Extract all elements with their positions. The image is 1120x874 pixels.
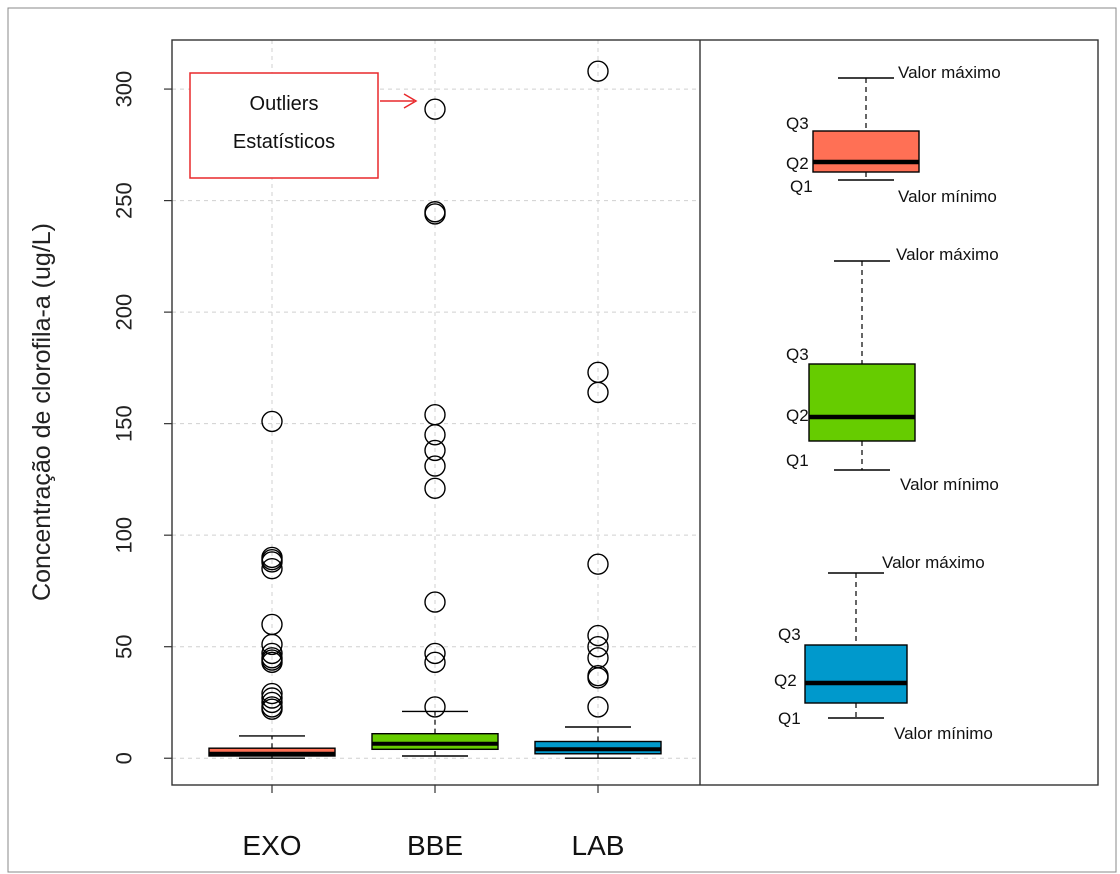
legend-q1-label: Q1 [786, 451, 809, 470]
annotation-box [189, 72, 379, 179]
y-axis-label: Concentração de clorofila-a (ug/L) [28, 223, 56, 601]
y-tick-label: 100 [112, 517, 137, 554]
outlier-point [261, 633, 283, 656]
legend-box-2: Valor máximo Valor mínimo Q3 Q2 Q1 [786, 245, 999, 494]
annotation-arrow-head [403, 93, 418, 109]
legend-q2-label: Q2 [774, 671, 797, 690]
outlier-point [587, 60, 609, 82]
legend-min-label: Valor mínimo [894, 724, 993, 743]
axes: 0 50 100 150 200 250 300 EXO BBE LAB [112, 39, 1099, 861]
y-tick-label: 250 [112, 182, 137, 219]
legend-max-label: Valor máximo [898, 63, 1001, 82]
annotation-line-1: Outliers [250, 93, 319, 115]
x-category-lab: LAB [572, 830, 625, 861]
outlier-point [587, 636, 609, 658]
outlier-point [424, 455, 446, 477]
outlier-point [424, 591, 446, 613]
legend-box-1: Valor máximo Valor mínimo Q3 Q2 Q1 [786, 63, 1001, 206]
legend-max-label: Valor máximo [882, 553, 985, 572]
outlier-point [587, 667, 609, 689]
outlier-point [587, 696, 609, 718]
outlier-point [587, 553, 609, 575]
legend-box-3: Valor máximo Valor mínimo Q3 Q2 Q1 [774, 553, 993, 743]
outlier-point [261, 410, 283, 433]
box-exo [208, 410, 336, 759]
boxes [208, 60, 662, 759]
legend-iqr-box [808, 363, 916, 442]
plot-frame [171, 39, 1099, 786]
outlier-point [261, 691, 283, 714]
legend-min-label: Valor mínimo [900, 475, 999, 494]
legend-q3-label: Q3 [778, 625, 801, 644]
outlier-point [424, 439, 446, 462]
legend-q2-label: Q2 [786, 406, 809, 425]
outlier-point [587, 624, 609, 647]
outlier-point [261, 682, 283, 705]
legend-iqr-box [812, 130, 920, 173]
outlier-point [261, 687, 283, 709]
legend-q1-label: Q1 [778, 709, 801, 728]
legend-iqr-box [804, 644, 908, 704]
y-tick-label: 200 [112, 294, 137, 331]
y-tick-label: 150 [112, 405, 137, 442]
outlier-point [424, 477, 446, 500]
outlier-point [424, 651, 446, 674]
legend-min-label: Valor mínimo [898, 187, 997, 206]
iqr-box [371, 732, 499, 751]
outlier-point [261, 642, 283, 665]
outlier-point [261, 557, 283, 580]
legend-q3-label: Q3 [786, 345, 809, 364]
legend-q3-label: Q3 [786, 114, 809, 133]
y-tick-label: 0 [112, 752, 137, 764]
x-category-exo: EXO [242, 830, 301, 861]
outlier-point [261, 698, 283, 720]
outlier-point [424, 424, 446, 446]
outliers-annotation: Outliers Estatísticos [189, 72, 418, 179]
legend-q2-label: Q2 [786, 154, 809, 173]
outlier-point [424, 696, 446, 718]
outlier-point [424, 98, 446, 120]
legend-max-label: Valor máximo [896, 245, 999, 264]
outlier-point [261, 551, 283, 573]
y-tick-label: 300 [112, 71, 137, 108]
outlier-point [587, 381, 609, 404]
box-bbe [371, 98, 499, 757]
annotation-line-2: Estatísticos [233, 131, 335, 153]
outlier-point [261, 651, 283, 674]
outlier-point [424, 642, 446, 665]
legend-q1-label: Q1 [790, 177, 813, 196]
y-tick-label: 50 [112, 634, 137, 658]
box-lab [534, 60, 662, 759]
outlier-point [424, 203, 446, 225]
x-category-bbe: BBE [407, 830, 463, 861]
